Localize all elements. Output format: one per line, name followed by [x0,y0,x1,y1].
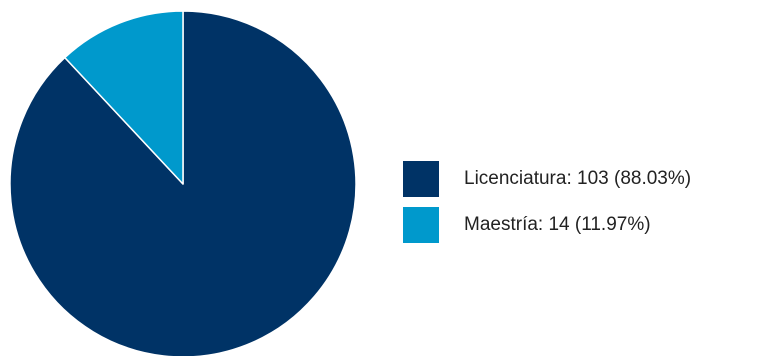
pie-slice-maestria [64,10,184,185]
legend-swatch-maestria [403,207,439,243]
legend-label-maestria: Maestría: 14 (11.97%) [464,214,651,235]
legend-item-maestria: Maestría: 14 (11.97%) [403,207,691,243]
legend-label-licenciatura: Licenciatura: 103 (88.03%) [464,168,692,189]
legend-item-licenciatura: Licenciatura: 103 (88.03%) [403,161,691,197]
pie-slice-licenciatura [9,10,357,356]
legend-swatch-licenciatura [403,161,439,197]
legend: Licenciatura: 103 (88.03%) Maestría: 14 … [403,161,691,253]
